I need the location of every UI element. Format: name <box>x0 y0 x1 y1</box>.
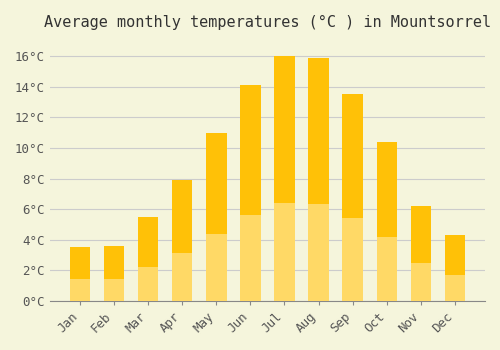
Title: Average monthly temperatures (°C ) in Mountsorrel: Average monthly temperatures (°C ) in Mo… <box>44 15 491 30</box>
Bar <box>104 279 124 301</box>
Bar <box>172 180 193 301</box>
Bar <box>376 237 397 301</box>
Bar <box>342 218 363 301</box>
Bar <box>206 133 227 301</box>
Bar <box>240 85 260 301</box>
Bar <box>206 233 227 301</box>
Bar <box>410 206 431 301</box>
Bar <box>70 279 90 301</box>
Bar <box>308 204 329 301</box>
Bar <box>445 274 465 301</box>
Bar <box>70 247 90 301</box>
Bar <box>274 203 294 301</box>
Bar <box>138 217 158 301</box>
Bar <box>308 58 329 301</box>
Bar <box>240 215 260 301</box>
Bar <box>445 235 465 301</box>
Bar <box>138 267 158 301</box>
Bar <box>274 56 294 301</box>
Bar <box>342 94 363 301</box>
Bar <box>410 263 431 301</box>
Bar <box>104 246 124 301</box>
Bar <box>376 142 397 301</box>
Bar <box>172 253 193 301</box>
